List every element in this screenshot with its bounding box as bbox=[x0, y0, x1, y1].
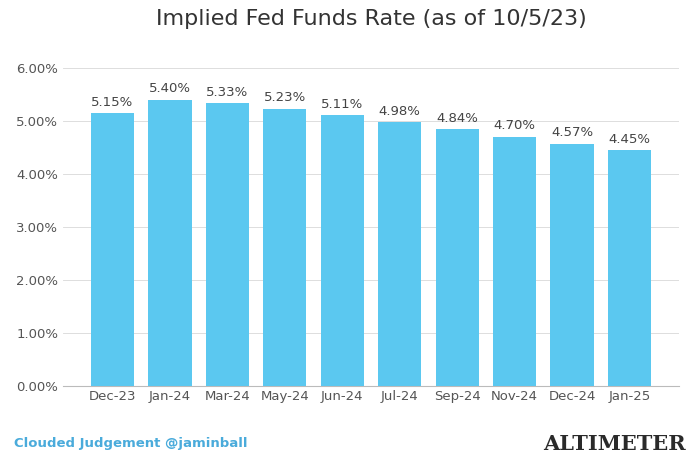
Bar bbox=[493, 137, 536, 386]
Bar bbox=[550, 144, 594, 386]
Text: 4.84%: 4.84% bbox=[436, 112, 478, 125]
Text: 5.33%: 5.33% bbox=[206, 86, 248, 99]
Bar bbox=[608, 150, 651, 386]
Bar bbox=[321, 115, 364, 386]
Text: 5.11%: 5.11% bbox=[321, 98, 363, 111]
Bar bbox=[206, 103, 249, 386]
Text: 5.15%: 5.15% bbox=[92, 95, 134, 109]
Text: Clouded Judgement @jaminball: Clouded Judgement @jaminball bbox=[14, 437, 248, 450]
Text: 5.40%: 5.40% bbox=[149, 82, 191, 95]
Text: 5.23%: 5.23% bbox=[264, 91, 306, 104]
Title: Implied Fed Funds Rate (as of 10/5/23): Implied Fed Funds Rate (as of 10/5/23) bbox=[155, 9, 587, 28]
Text: 4.57%: 4.57% bbox=[551, 126, 593, 139]
Text: 4.45%: 4.45% bbox=[608, 133, 650, 146]
Bar bbox=[263, 109, 307, 386]
Text: ALTIMETER: ALTIMETER bbox=[543, 434, 686, 454]
Text: 4.70%: 4.70% bbox=[494, 119, 536, 132]
Text: 4.98%: 4.98% bbox=[379, 105, 421, 118]
Bar bbox=[91, 113, 134, 386]
Bar bbox=[435, 129, 479, 386]
Bar bbox=[148, 100, 192, 386]
Bar bbox=[378, 122, 421, 386]
